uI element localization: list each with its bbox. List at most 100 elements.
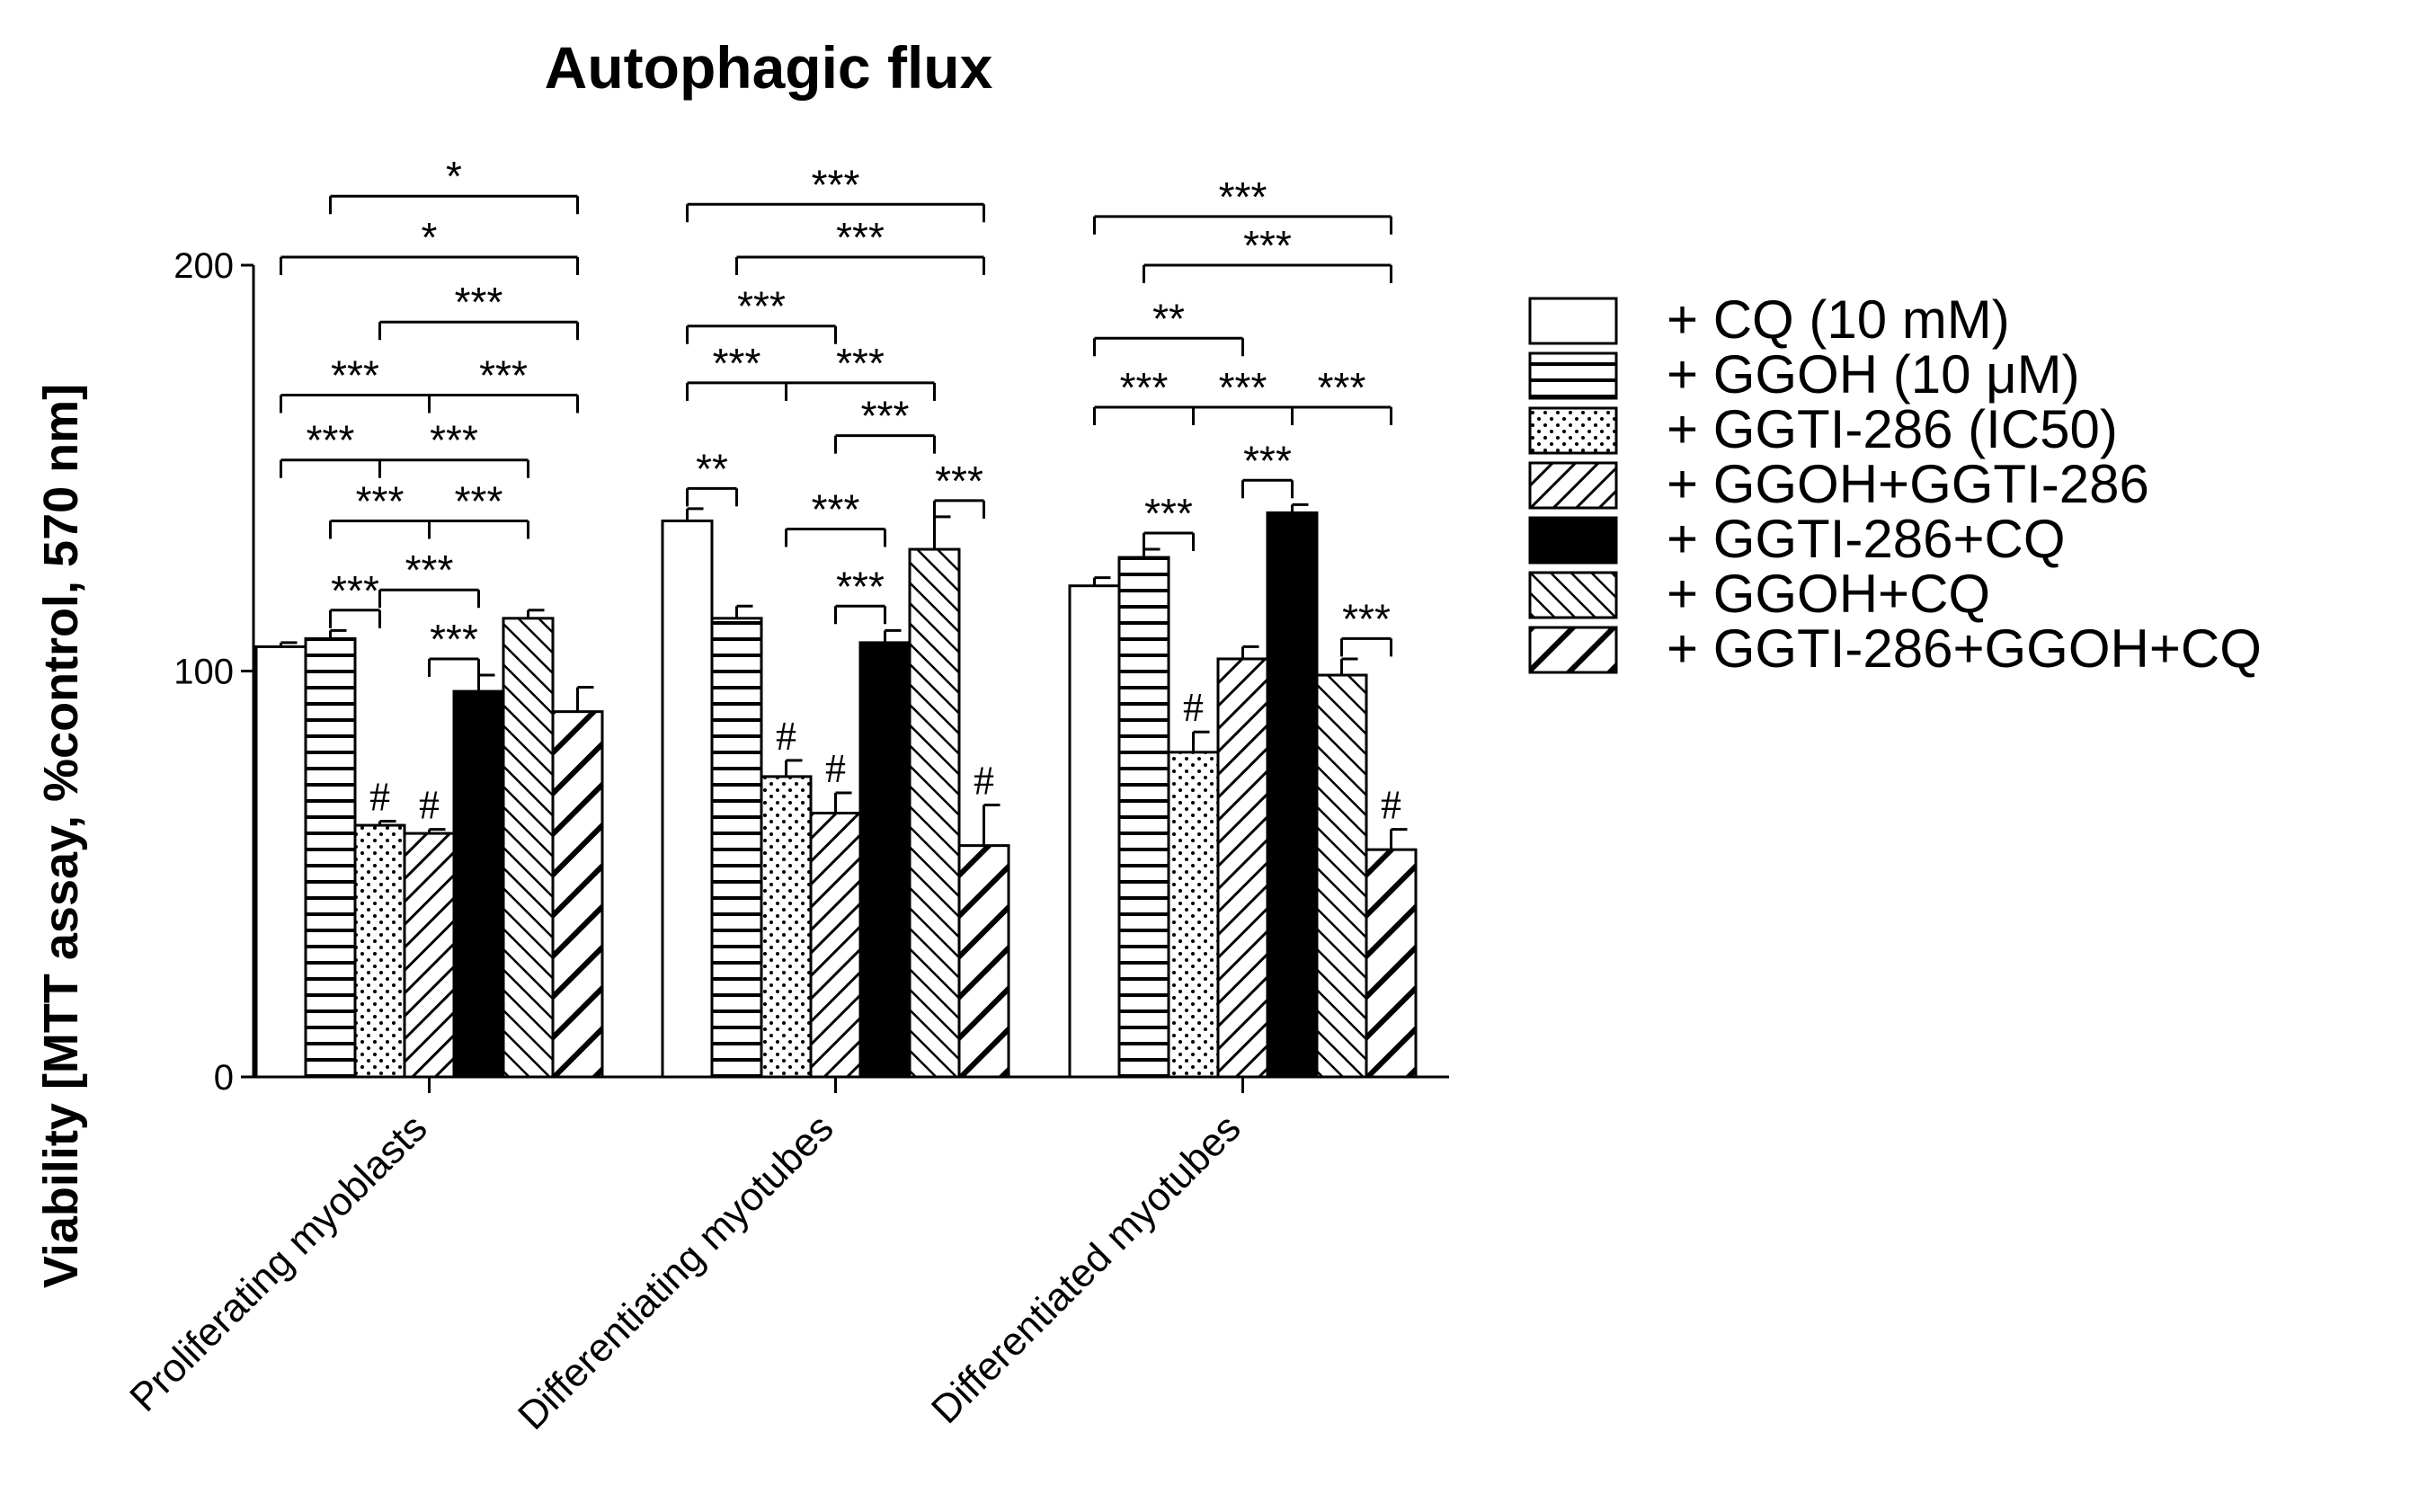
legend-label: + CQ (10 mM) [1667, 289, 2010, 350]
y-axis-label: Viability [MTT assay, %control, 570 nm] [34, 384, 88, 1288]
legend-label: + GGTI-286 (IC50) [1667, 399, 2118, 459]
significance-bracket: *** [686, 161, 985, 223]
legend-swatch [1528, 461, 1618, 510]
significance-label: *** [455, 477, 503, 524]
bar [760, 775, 813, 1079]
significance-label: *** [737, 283, 786, 330]
y-tick-label: 0 [214, 1058, 234, 1098]
significance-bracket: *** [834, 393, 936, 454]
significance-label: *** [836, 563, 885, 609]
bar [1068, 584, 1121, 1079]
significance-bracket: *** *** [280, 417, 529, 478]
significance-label: *** [1144, 490, 1193, 537]
bar [710, 617, 763, 1079]
legend-item: + CQ (10 mM) [1528, 289, 2010, 350]
significance-label: *** [812, 485, 860, 532]
significance-bracket: ** [1093, 295, 1244, 357]
significance-bracket: * [329, 153, 579, 215]
significance-label: *** [1120, 364, 1169, 411]
bar [1365, 848, 1418, 1079]
significance-label: *** [331, 351, 379, 398]
legend-label: + GGOH+GGTI-286 [1667, 454, 2149, 514]
significance-label: *** [331, 567, 379, 614]
significance-bracket: *** [785, 485, 886, 547]
hash-mark: # [1183, 684, 1204, 730]
significance-label: *** [1243, 437, 1292, 484]
significance-bracket: *** [1340, 595, 1392, 657]
significance-bracket: *** [933, 458, 985, 519]
legend-swatch [1528, 406, 1618, 455]
significance-bracket: *** [686, 283, 837, 344]
significance-brackets: ******** ****** ****** ****** **************… [280, 153, 1392, 677]
legend-item: + GGTI-286+GGOH+CQ [1528, 618, 2262, 679]
bar [1117, 556, 1170, 1079]
hash-mark: # [825, 745, 846, 791]
legend-swatch [1528, 297, 1618, 345]
bar [353, 823, 406, 1079]
significance-bracket: *** [735, 214, 985, 275]
bar [809, 812, 862, 1079]
hash-mark: # [1381, 782, 1401, 828]
bar [1315, 673, 1368, 1079]
significance-bracket: *** [834, 563, 886, 625]
legend-swatch [1528, 626, 1618, 674]
y-tick-label: 100 [173, 653, 234, 692]
bar [858, 641, 912, 1079]
significance-bracket: ** [686, 445, 738, 507]
legend-item: + GGOH (10 μM) [1528, 344, 2080, 405]
legend-label: + GGOH+CQ [1667, 564, 1990, 624]
significance-bracket: *** *** *** [1093, 364, 1392, 426]
bar [551, 710, 604, 1079]
significance-bracket: *** [1143, 222, 1392, 283]
significance-bracket: *** *** [280, 351, 579, 414]
significance-label: *** [356, 477, 405, 524]
significance-label: *** [430, 417, 478, 464]
legend-swatch [1528, 571, 1618, 619]
bar [254, 645, 307, 1079]
hash-mark: # [776, 713, 796, 759]
significance-label: *** [1318, 364, 1366, 411]
significance-bracket: *** [378, 279, 579, 341]
significance-label: *** [1342, 595, 1391, 642]
category-label: Differentiated myotubes [923, 1106, 1249, 1432]
bar [1216, 657, 1269, 1079]
significance-label: *** [836, 214, 885, 261]
category-label: Differentiating myotubes [510, 1106, 842, 1438]
significance-label: *** [861, 393, 910, 440]
bar [1266, 511, 1319, 1079]
significance-bracket: *** [378, 547, 480, 609]
bar [403, 832, 456, 1079]
y-tick-label: 200 [173, 246, 234, 286]
bar [304, 636, 357, 1079]
chart-title: Autophagic flux [545, 34, 993, 101]
legend: + CQ (10 mM)+ GGOH (10 μM)+ GGTI-286 (IC… [1528, 289, 2262, 679]
legend-item: + GGOH+GGTI-286 [1528, 454, 2149, 514]
significance-label: *** [455, 279, 503, 325]
legend-item: + GGTI-286 (IC50) [1528, 399, 2118, 459]
category-label: Proliferating myoblasts [121, 1106, 435, 1419]
significance-bracket: *** [1143, 490, 1195, 551]
legend-label: + GGTI-286+GGOH+CQ [1667, 618, 2262, 679]
significance-label: * [446, 153, 462, 200]
bar [1167, 751, 1220, 1079]
significance-label: *** [935, 458, 983, 504]
significance-bracket: * [280, 214, 579, 275]
legend-item: + GGOH+CQ [1528, 564, 1990, 624]
legend-swatch [1528, 351, 1618, 400]
bar [661, 519, 714, 1079]
significance-bracket: *** [329, 567, 381, 628]
legend-label: + GGTI-286+CQ [1667, 509, 2066, 569]
significance-bracket: *** [1093, 173, 1392, 235]
significance-label: *** [836, 340, 885, 387]
significance-label: ** [1152, 295, 1185, 342]
hash-mark: # [419, 782, 440, 828]
significance-label: *** [430, 616, 478, 663]
significance-bracket: *** *** [329, 477, 529, 539]
significance-label: *** [1219, 173, 1267, 220]
legend-swatch [1528, 516, 1618, 565]
bar [957, 844, 1010, 1079]
hash-mark: # [974, 757, 994, 803]
bar [452, 689, 505, 1079]
hash-mark: # [369, 774, 390, 820]
legend-label: + GGOH (10 μM) [1667, 344, 2080, 405]
